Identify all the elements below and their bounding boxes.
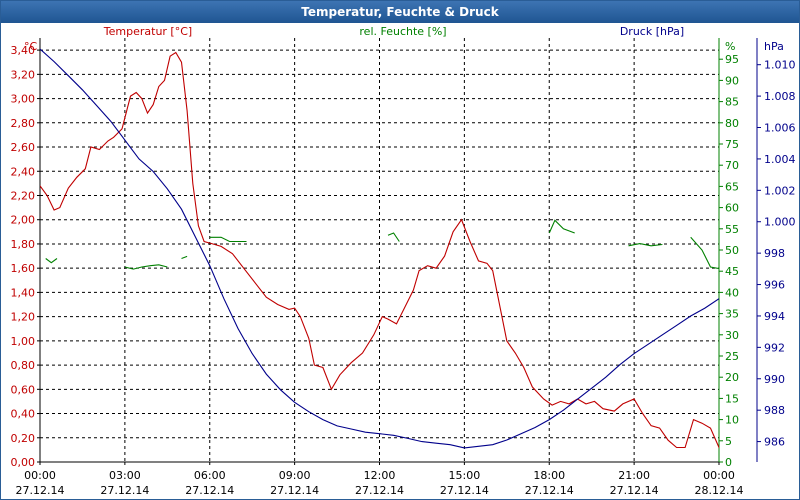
tick-label-x-time: 03:00 xyxy=(109,469,141,482)
tick-label-x-date: 27.12.14 xyxy=(355,484,404,497)
tick-label-humidity: 25 xyxy=(725,350,739,363)
tick-label-x-date: 27.12.14 xyxy=(525,484,574,497)
series-line-temperature xyxy=(40,51,719,449)
tick-label-temperature: 0,60 xyxy=(11,383,36,396)
series-layer xyxy=(40,48,719,449)
tick-label-humidity: 10 xyxy=(725,414,739,427)
tick-label-temperature: 1,40 xyxy=(11,286,36,299)
tick-label-humidity: 40 xyxy=(725,286,739,299)
tick-label-temperature: 2,00 xyxy=(11,214,36,227)
tick-label-humidity: 55 xyxy=(725,223,739,236)
tick-label-humidity: 45 xyxy=(725,265,739,278)
legend-humidity: rel. Feuchte [%] xyxy=(359,25,446,38)
tick-label-pressure: 996 xyxy=(764,279,785,292)
tick-label-temperature: 1,80 xyxy=(11,238,36,251)
tick-label-humidity: 95 xyxy=(725,53,739,66)
grid-lines xyxy=(39,38,720,463)
tick-label-pressure: 998 xyxy=(764,247,785,260)
series-segment-humidity xyxy=(628,243,663,247)
series-segment-humidity xyxy=(45,258,58,264)
tick-label-humidity: 65 xyxy=(725,180,739,193)
tick-label-temperature: 3,00 xyxy=(11,93,36,106)
tick-label-humidity: 75 xyxy=(725,138,739,151)
tick-label-x-time: 12:00 xyxy=(364,469,396,482)
series-segment-humidity xyxy=(181,255,188,260)
tick-label-temperature: 0,80 xyxy=(11,359,36,372)
tick-label-humidity: 20 xyxy=(725,371,739,384)
tick-label-temperature: 3,40 xyxy=(11,44,36,57)
tick-label-temperature: 0,20 xyxy=(11,432,36,445)
tick-label-x-date: 27.12.14 xyxy=(610,484,659,497)
tick-label-humidity: 85 xyxy=(725,96,739,109)
tick-label-pressure: 1.010 xyxy=(764,59,796,72)
tick-label-pressure: 994 xyxy=(764,310,785,323)
legend-pressure: Druck [hPa] xyxy=(620,25,684,38)
tick-label-x-date: 27.12.14 xyxy=(16,484,65,497)
tick-label-x-time: 09:00 xyxy=(279,469,311,482)
tick-label-humidity: 90 xyxy=(725,74,739,87)
tick-label-pressure: 1.006 xyxy=(764,122,796,135)
tick-label-humidity: 50 xyxy=(725,244,739,257)
series-segment-humidity xyxy=(124,264,168,270)
tick-label-x-time: 15:00 xyxy=(449,469,481,482)
tick-label-x-date: 27.12.14 xyxy=(185,484,234,497)
tick-label-x-date: 27.12.14 xyxy=(440,484,489,497)
tick-label-temperature: 2,40 xyxy=(11,165,36,178)
tick-label-pressure: 1.002 xyxy=(764,184,796,197)
tick-label-temperature: 0,00 xyxy=(11,456,36,469)
tick-label-humidity: 15 xyxy=(725,392,739,405)
tick-label-x-date: 27.12.14 xyxy=(100,484,149,497)
tick-label-x-time: 18:00 xyxy=(533,469,565,482)
tick-label-x-time: 00:00 xyxy=(703,469,735,482)
tick-label-x-time: 06:00 xyxy=(194,469,226,482)
series-segment-humidity xyxy=(209,236,247,243)
series-segment-humidity xyxy=(690,236,719,270)
window-title: Temperatur, Feuchte & Druck xyxy=(1,1,799,23)
series-line-pressure xyxy=(40,48,719,449)
tick-label-humidity: 35 xyxy=(725,308,739,321)
unit-label-temperature: °C xyxy=(24,40,38,53)
tick-label-pressure: 1.008 xyxy=(764,90,796,103)
tick-label-pressure: 990 xyxy=(764,373,785,386)
unit-label-humidity: % xyxy=(725,40,735,53)
tick-label-pressure: 1.004 xyxy=(764,153,796,166)
series-segment-humidity xyxy=(387,232,400,242)
chart-axes xyxy=(37,38,761,465)
tick-label-pressure: 992 xyxy=(764,341,785,354)
tick-label-x-time: 00:00 xyxy=(24,469,56,482)
tick-label-temperature: 2,80 xyxy=(11,117,36,130)
tick-label-x-date: 27.12.14 xyxy=(270,484,319,497)
tick-label-humidity: 5 xyxy=(725,435,732,448)
tick-label-x-time: 21:00 xyxy=(618,469,650,482)
tick-label-temperature: 2,60 xyxy=(11,141,36,154)
tick-label-x-date: 28.12.14 xyxy=(695,484,744,497)
tick-label-temperature: 3,20 xyxy=(11,68,36,81)
tick-label-temperature: 1,60 xyxy=(11,262,36,275)
series-segment-humidity xyxy=(548,219,575,234)
legend-temperature: Temperatur [°C] xyxy=(103,25,192,38)
tick-label-pressure: 1.000 xyxy=(764,216,796,229)
tick-label-temperature: 2,20 xyxy=(11,189,36,202)
tick-label-humidity: 70 xyxy=(725,159,739,172)
tick-label-temperature: 1,00 xyxy=(11,335,36,348)
axis-labels: 0,00 0,20 0,40 0,60 0,80 1,00 1,20 1,40 1,60 1,80… xyxy=(11,25,796,497)
unit-label-pressure: hPa xyxy=(764,40,784,53)
tick-label-humidity: 60 xyxy=(725,202,739,215)
tick-label-humidity: 0 xyxy=(725,456,732,469)
tick-label-temperature: 0,40 xyxy=(11,408,36,421)
tick-label-temperature: 1,20 xyxy=(11,311,36,324)
tick-label-humidity: 80 xyxy=(725,117,739,130)
tick-label-pressure: 988 xyxy=(764,404,785,417)
tick-label-humidity: 30 xyxy=(725,329,739,342)
tick-label-pressure: 986 xyxy=(764,436,785,449)
